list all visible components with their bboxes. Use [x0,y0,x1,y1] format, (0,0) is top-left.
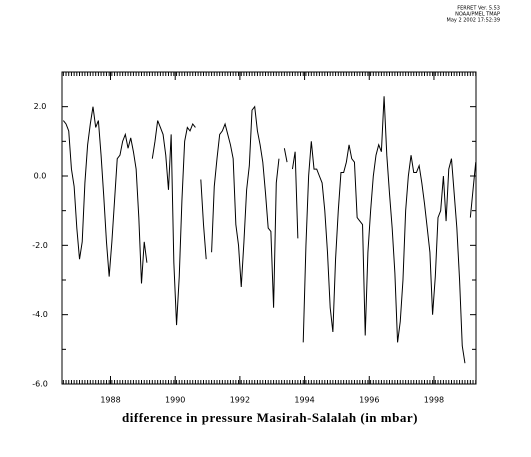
data-line [62,96,477,364]
y-tick-label: -4.0 [32,310,48,319]
y-tick-label: -6.0 [32,380,48,389]
x-axis-label: difference in pressure Masirah-Salalah (… [122,410,418,425]
y-tick-label: 0.0 [34,172,47,181]
plot-frame [61,71,477,385]
x-tick-label: 1992 [230,396,250,405]
x-tick-label: 1988 [100,396,120,405]
x-tick-label: 1996 [359,396,379,405]
x-tick-label: 1994 [294,396,314,405]
x-tick-label: 1990 [165,396,185,405]
x-tick-label: 1998 [424,396,444,405]
header-line: May 2 2002 17:52:39 [447,18,500,24]
y-tick-label: -2.0 [32,241,48,250]
header-line: NOAA/PMEL TMAP [455,12,500,18]
header-line: FERRET Ver. 5.53 [457,6,500,12]
y-tick-label: 2.0 [34,102,47,111]
